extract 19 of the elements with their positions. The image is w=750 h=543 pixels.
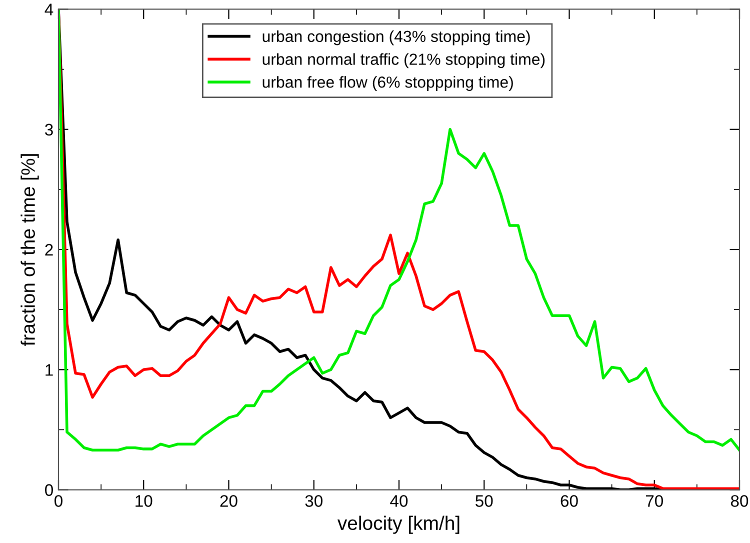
x-tick-label: 0 [54, 495, 62, 507]
x-tick-label: 20 [220, 495, 238, 507]
legend-label: urban congestion (43% stopping time) [262, 30, 530, 46]
x-tick-label: 50 [476, 495, 493, 507]
y-axis-title: fraction of the time [%] [20, 154, 39, 346]
x-tick-label: 70 [646, 495, 663, 507]
legend-label: urban free flow (6% stoppping time) [262, 76, 513, 91]
y-tick-label: 4 [44, 4, 54, 16]
x-tick-label: 30 [305, 495, 322, 507]
x-tick-label: 10 [136, 495, 152, 507]
legend-label: urban normal traffic (21% stopping time) [262, 53, 545, 68]
x-tick-label: 80 [730, 495, 748, 507]
y-tick-label: 3 [45, 124, 53, 136]
y-tick-label: 2 [45, 244, 53, 256]
x-axis-title: velocity [km/h] [337, 516, 460, 534]
y-tick-label: 0 [45, 484, 53, 496]
y-tick-label: 1 [46, 364, 53, 376]
x-tick-label: 60 [560, 495, 578, 507]
x-tick-label: 40 [390, 495, 408, 507]
